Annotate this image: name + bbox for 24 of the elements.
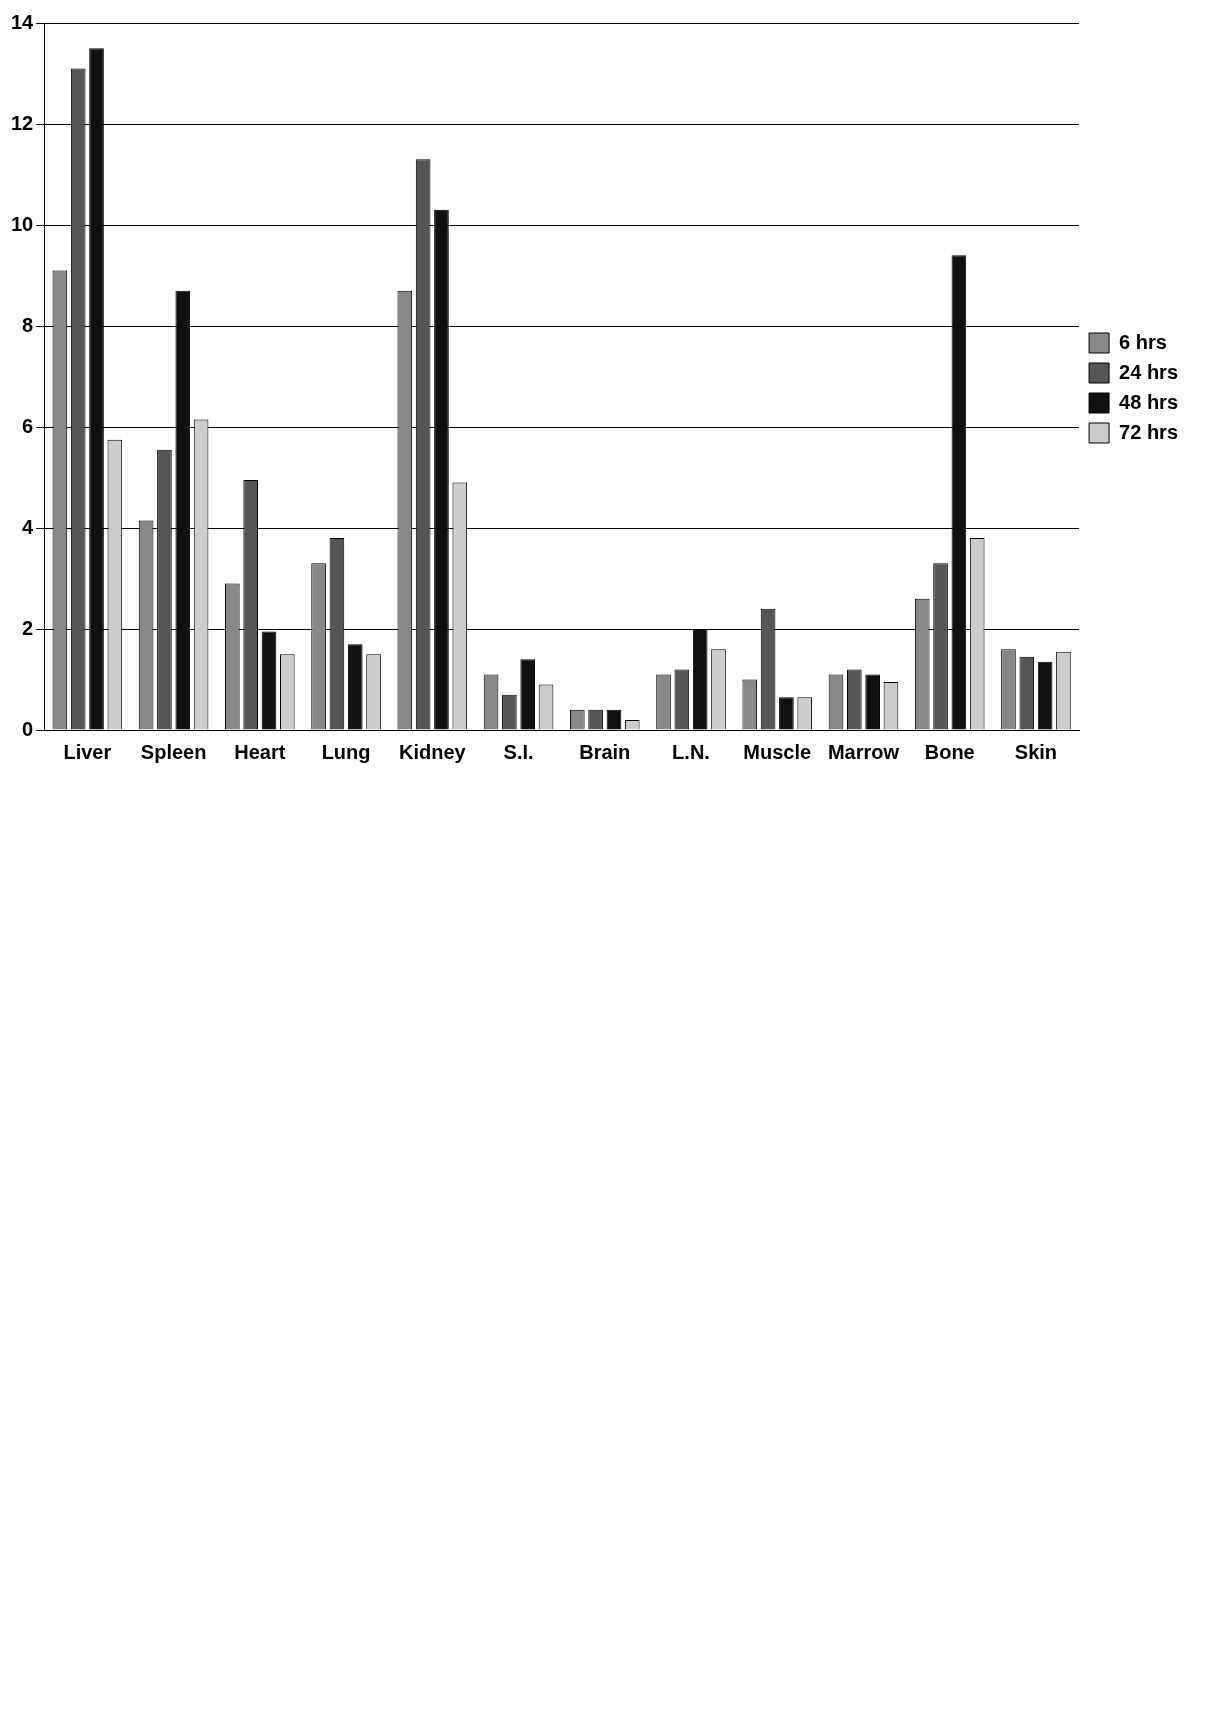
x-tick-label: Bone	[924, 740, 975, 763]
y-tick-label: 10	[11, 212, 34, 235]
x-tick-label: Muscle	[743, 740, 812, 763]
legend-label: 72 hrs	[1119, 420, 1179, 443]
y-tick-label: 14	[11, 10, 35, 33]
x-tick-label: Liver	[63, 740, 112, 763]
x-tick-label: Skin	[1014, 740, 1058, 763]
legend-label: 24 hrs	[1119, 360, 1179, 383]
y-tick-label: 8	[22, 313, 34, 336]
y-tick-label: 4	[22, 515, 35, 538]
legend-label: 48 hrs	[1119, 390, 1179, 413]
x-tick-label: S.I.	[503, 740, 534, 763]
x-tick-label: Spleen	[140, 740, 207, 763]
x-tick-label: Brain	[579, 740, 631, 763]
x-tick-label: Marrow	[827, 740, 900, 763]
x-tick-label: Heart	[234, 740, 286, 763]
y-tick-label: 2	[22, 616, 34, 639]
x-tick-label: L.N.	[672, 740, 710, 763]
y-tick-label: 12	[11, 111, 34, 134]
legend-label: 6 hrs	[1119, 330, 1167, 353]
y-tick-label: 6	[22, 414, 34, 437]
x-tick-label: Kidney	[398, 740, 467, 763]
x-tick-label: Lung	[321, 740, 371, 763]
y-tick-label: 0	[22, 717, 34, 740]
